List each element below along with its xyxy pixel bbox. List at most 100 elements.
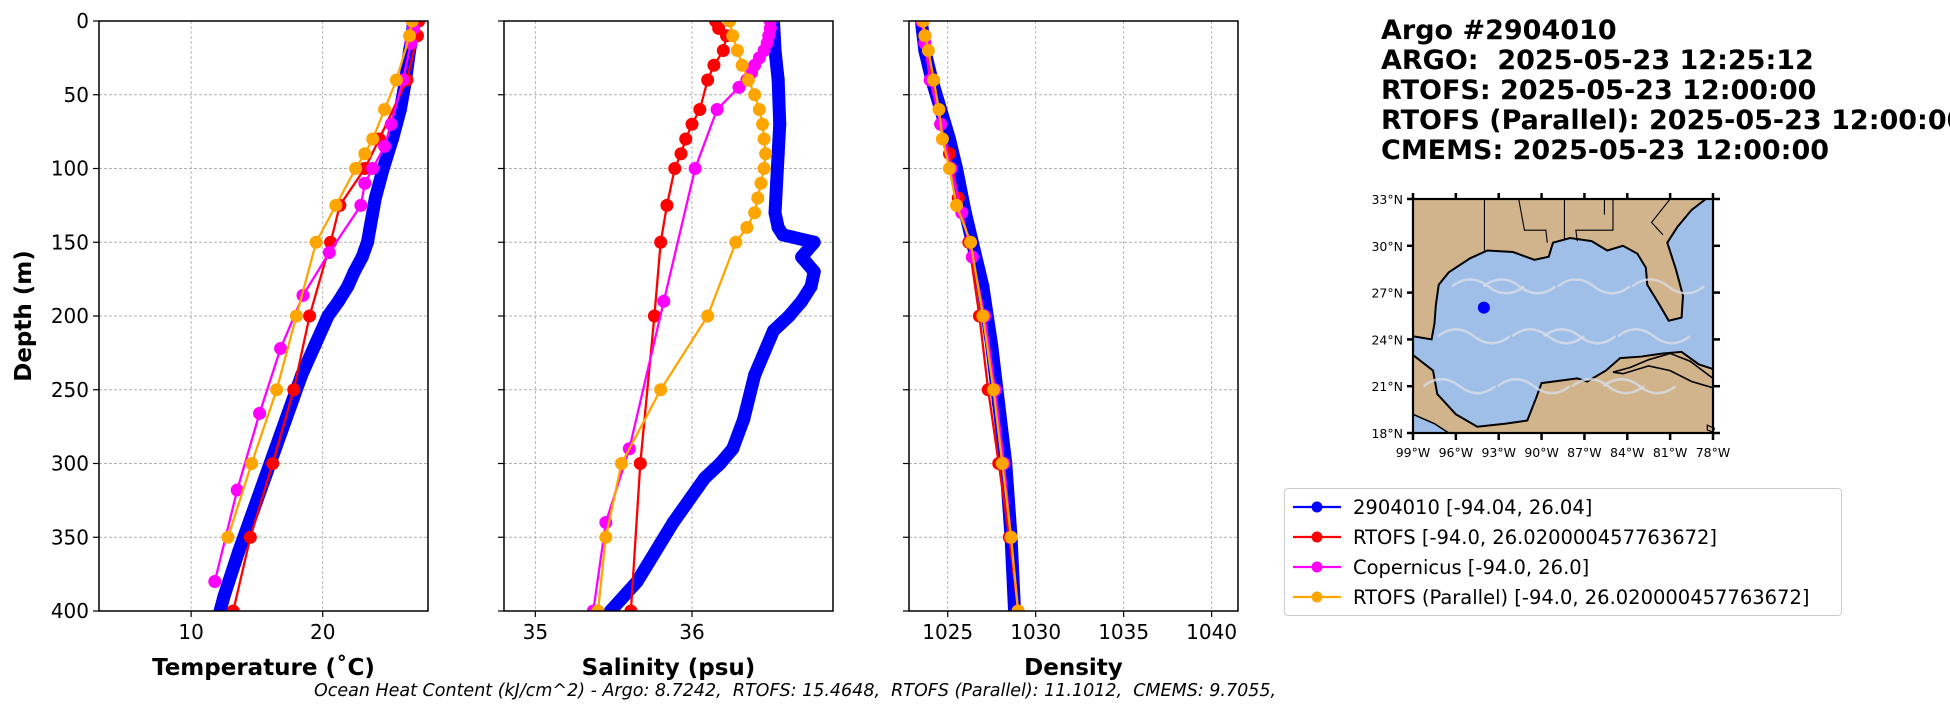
data-point-rtofs-parallel	[759, 147, 773, 161]
figure-title-argo: Argo #2904010	[1381, 15, 1617, 46]
x-tick-label: 36	[679, 620, 704, 644]
map-lon-label: 99°W	[1396, 445, 1431, 460]
data-point-2904010	[355, 250, 369, 264]
data-point-rtofs-parallel	[403, 29, 417, 43]
map-streamline	[1571, 377, 1645, 395]
data-point-2904010	[321, 309, 335, 323]
data-point-copernicus	[710, 103, 724, 116]
data-point-rtofs	[674, 147, 688, 161]
data-point-rtofs	[647, 309, 661, 323]
data-point-2904010	[795, 294, 809, 308]
legend-label-rtofs-parallel: RTOFS (Parallel) [-94.0, 26.020000457763…	[1353, 585, 1810, 609]
data-point-2904010	[726, 442, 740, 456]
map-streamline	[1451, 278, 1525, 295]
y-tick-label: 100	[51, 157, 89, 181]
x-axis-label: Density	[1024, 655, 1123, 681]
data-point-rtofs-parallel	[916, 21, 930, 28]
map-streamline	[1437, 328, 1511, 345]
data-point-rtofs-parallel	[748, 88, 762, 102]
series-group	[586, 21, 821, 611]
map-argo-marker	[1477, 301, 1490, 314]
data-point-rtofs	[685, 117, 699, 131]
data-point-rtofs-parallel	[740, 221, 754, 234]
data-point-rtofs-parallel	[735, 58, 749, 72]
data-point-rtofs-parallel	[378, 103, 392, 116]
map-streamline	[1511, 328, 1585, 345]
data-point-rtofs-parallel	[757, 162, 771, 175]
data-point-2904010	[217, 589, 231, 603]
legend-label-copernicus: Copernicus [-94.0, 26.0]	[1353, 555, 1590, 579]
data-point-2904010	[770, 176, 784, 190]
profile-panel-2: 35 36 Salinity (psu)	[498, 20, 834, 681]
data-point-rtofs-parallel	[701, 309, 715, 323]
map-lat-label: 30°N	[1371, 239, 1403, 254]
data-point-rtofs-parallel	[599, 530, 613, 544]
map-lat-label: 33°N	[1371, 192, 1403, 207]
data-point-rtofs-parallel	[654, 383, 668, 397]
data-point-2904010	[768, 206, 782, 220]
data-point-2904010	[332, 294, 346, 308]
data-point-rtofs	[633, 457, 647, 470]
data-point-rtofs-parallel	[950, 198, 964, 212]
map-streamline	[1602, 377, 1677, 395]
data-point-rtofs-parallel	[329, 198, 343, 212]
map-lon-label: 87°W	[1567, 445, 1602, 460]
map-lon-label: 90°W	[1524, 445, 1559, 460]
data-point-2904010	[807, 235, 821, 249]
data-point-rtofs	[679, 132, 693, 146]
data-point-rtofs-parallel	[270, 383, 284, 397]
data-point-rtofs-parallel	[615, 457, 628, 470]
map-frame	[1411, 197, 1715, 435]
y-tick-label: 150	[51, 230, 89, 254]
data-point-rtofs-parallel	[289, 309, 303, 323]
data-point-rtofs-parallel	[964, 235, 978, 249]
legend-marker-copernicus	[1293, 561, 1341, 573]
data-point-2904010	[807, 265, 821, 279]
data-point-2904010	[766, 324, 780, 338]
data-point-copernicus	[688, 162, 702, 175]
figure-title-rtofs-time: RTOFS: 2025-05-23 12:00:00	[1381, 75, 1817, 106]
figure-title-cmems-time: CMEMS: 2025-05-23 12:00:00	[1381, 135, 1830, 166]
map-streamline	[1422, 377, 1497, 395]
x-tick-label: 1025	[922, 620, 973, 644]
data-point-rtofs-parallel	[942, 162, 956, 175]
data-point-rtofs	[654, 235, 668, 249]
legend: 2904010 [-94.04, 26.04] RTOFS [-94.0, 26…	[1284, 488, 1842, 616]
data-point-rtofs-parallel	[245, 457, 259, 470]
data-point-rtofs-parallel	[921, 44, 935, 57]
x-tick-label: 1040	[1186, 620, 1237, 644]
data-point-copernicus	[354, 198, 368, 212]
x-tick-label: 1030	[1010, 620, 1061, 644]
y-tick-label: 50	[64, 83, 89, 107]
data-point-rtofs-parallel	[986, 383, 1000, 397]
data-point-rtofs	[668, 162, 682, 175]
plot-frame	[908, 20, 1239, 612]
data-point-2904010	[771, 147, 785, 161]
map-streamline	[1617, 328, 1691, 345]
location-map: 99°W 96°W 93°W 90°W 87°W 84°W 81°W 78°W 33°N 30°N…	[1371, 192, 1730, 460]
data-point-rtofs-parallel	[358, 147, 372, 161]
data-point-2904010	[782, 309, 796, 323]
data-point-2904010	[698, 471, 712, 485]
data-point-rtofs-parallel	[729, 235, 743, 249]
map-lat-label: 27°N	[1371, 286, 1403, 301]
legend-label-argo: 2904010 [-94.04, 26.04]	[1353, 495, 1593, 519]
x-tick-label: 10	[178, 620, 203, 644]
map-lon-label: 84°W	[1610, 445, 1645, 460]
data-point-rtofs-parallel	[927, 73, 941, 87]
series-line-copernicus	[213, 28, 415, 582]
data-point-rtofs-parallel	[366, 132, 380, 146]
data-point-rtofs-parallel	[1011, 604, 1025, 611]
data-point-2904010	[771, 73, 785, 87]
data-point-copernicus	[322, 246, 336, 260]
x-axis-label: Salinity (psu)	[582, 655, 756, 681]
data-point-copernicus	[230, 483, 244, 497]
data-point-copernicus	[732, 80, 746, 94]
legend-entry-rtofs-parallel: RTOFS (Parallel) [-94.0, 26.020000457763…	[1291, 582, 1835, 612]
legend-entry-argo: 2904010 [-94.04, 26.04]	[1291, 492, 1835, 522]
data-point-rtofs-parallel	[1004, 530, 1018, 544]
plot-frame	[98, 20, 429, 612]
map-border	[1575, 199, 1614, 242]
data-point-rtofs-parallel	[591, 604, 605, 611]
data-point-rtofs	[287, 383, 301, 397]
